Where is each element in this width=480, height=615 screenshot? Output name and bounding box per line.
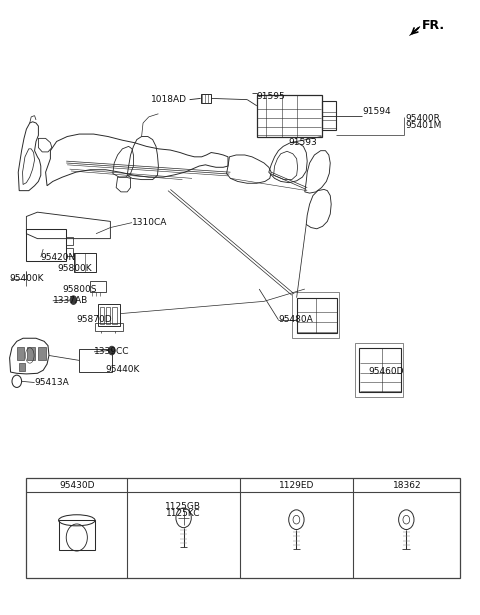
Text: 95460D: 95460D bbox=[369, 367, 404, 376]
Text: 18362: 18362 bbox=[393, 482, 421, 490]
Bar bbox=[90, 281, 106, 292]
Bar bbox=[100, 307, 104, 324]
Bar bbox=[79, 349, 112, 372]
Bar bbox=[26, 478, 460, 578]
Text: 95400K: 95400K bbox=[10, 274, 44, 283]
Text: 91594: 91594 bbox=[362, 108, 391, 116]
Bar bbox=[17, 347, 24, 360]
Text: 1339CC: 1339CC bbox=[94, 347, 129, 356]
Bar bbox=[257, 95, 322, 137]
Bar bbox=[66, 248, 73, 256]
Bar bbox=[106, 307, 110, 324]
Text: 95480A: 95480A bbox=[278, 315, 313, 324]
Text: 95430D: 95430D bbox=[59, 482, 95, 490]
Bar bbox=[26, 229, 66, 261]
Text: 95870D: 95870D bbox=[77, 315, 112, 323]
Circle shape bbox=[108, 346, 115, 355]
Bar bbox=[66, 237, 73, 245]
Bar bbox=[98, 304, 120, 326]
Circle shape bbox=[70, 296, 77, 304]
Polygon shape bbox=[409, 26, 420, 36]
Bar bbox=[59, 520, 95, 550]
Text: 95401M: 95401M bbox=[406, 121, 442, 130]
Text: 1125GB: 1125GB bbox=[165, 502, 202, 510]
Text: 1310CA: 1310CA bbox=[132, 218, 168, 227]
Text: 95440K: 95440K bbox=[106, 365, 140, 373]
Bar bbox=[38, 347, 46, 360]
Bar bbox=[201, 94, 211, 103]
Text: 91595: 91595 bbox=[257, 92, 286, 101]
Bar bbox=[74, 253, 96, 272]
Text: 95413A: 95413A bbox=[35, 378, 69, 387]
Bar bbox=[112, 307, 117, 324]
Text: 95800K: 95800K bbox=[58, 264, 92, 273]
Bar bbox=[355, 343, 403, 397]
Text: 1125KC: 1125KC bbox=[166, 509, 201, 518]
Bar bbox=[322, 101, 336, 130]
Text: 1129ED: 1129ED bbox=[279, 482, 314, 490]
Text: 91593: 91593 bbox=[288, 138, 317, 147]
Bar bbox=[297, 298, 337, 333]
Text: FR.: FR. bbox=[421, 19, 444, 33]
Bar bbox=[19, 363, 25, 371]
Bar bbox=[359, 348, 401, 392]
Bar bbox=[27, 347, 35, 360]
Text: 1018AD: 1018AD bbox=[151, 95, 187, 104]
Text: 95400R: 95400R bbox=[406, 114, 441, 122]
Bar bbox=[292, 292, 339, 338]
Text: 95420N: 95420N bbox=[41, 253, 76, 261]
Text: 1337AB: 1337AB bbox=[53, 296, 88, 305]
Text: 95800S: 95800S bbox=[62, 285, 97, 293]
Bar bbox=[95, 323, 123, 331]
